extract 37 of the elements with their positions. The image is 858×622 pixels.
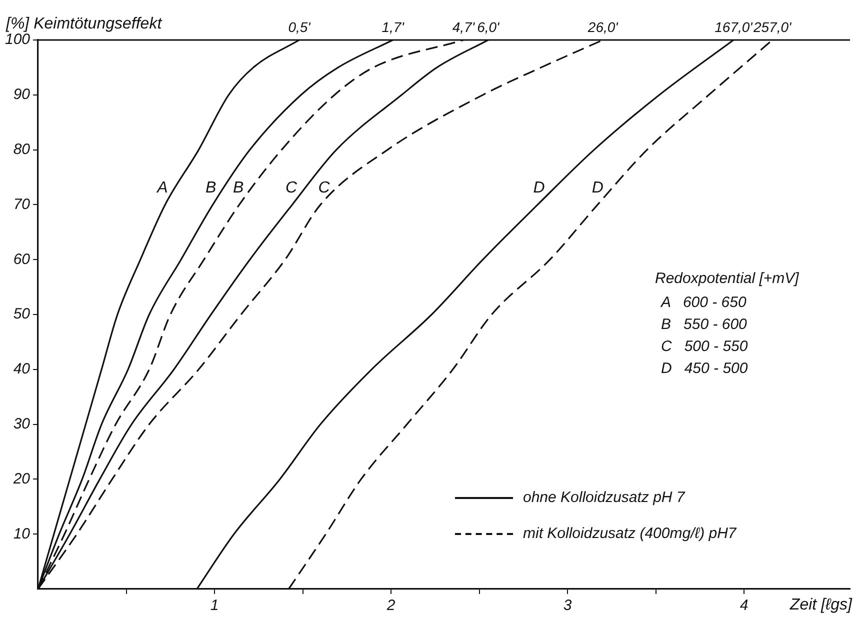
series-label: C [318, 180, 330, 197]
annotation: D 450 - 500 [660, 359, 749, 379]
annotation: C 500 - 550 [660, 337, 749, 357]
x-tick-label: 4 [740, 597, 748, 614]
series-label: B [233, 180, 244, 197]
y-tick-label: 50 [13, 306, 31, 323]
series-label: B [206, 180, 217, 197]
annotation: mit Kolloidzusatz (400mg/ℓ) pH7 [522, 524, 736, 544]
x-tick-label: 1 [210, 597, 219, 614]
y-tick-label: 40 [13, 360, 31, 378]
y-tick-label: 80 [13, 140, 31, 158]
x-tick-label: 2 [386, 597, 396, 614]
series-label: A [156, 180, 168, 197]
annotation: 6,0' [477, 18, 501, 35]
y-tick-label: 60 [13, 250, 31, 268]
y-tick-label: 30 [13, 415, 31, 432]
series-label: D [533, 180, 546, 197]
y-tick-label: 20 [12, 470, 31, 488]
x-tick-label: 3 [563, 597, 572, 614]
annotation: ohne Kolloidzusatz pH 7 [522, 488, 686, 508]
y-tick-label: 100 [4, 31, 31, 48]
annotation: 257,0' [752, 18, 793, 35]
x-axis-title: Zeit [ℓgs] [788, 596, 853, 614]
annotation: B 550 - 600 [660, 315, 748, 335]
annotation: 167,0' [714, 18, 754, 35]
annotation: 26,0' [586, 18, 620, 35]
y-tick-label: 90 [13, 86, 31, 104]
annotation: A 600 - 650 [659, 293, 748, 313]
y-tick-label: 70 [13, 196, 31, 213]
series-label: C [285, 180, 298, 197]
series-label: D [592, 180, 604, 197]
y-tick-label: 10 [13, 525, 31, 542]
annotation: 1,7' [382, 18, 406, 35]
annotation: 4,7' [452, 18, 476, 35]
annotation: 0,5' [288, 18, 312, 35]
y-axis-title: [%] Keimtötungseffekt [5, 15, 162, 32]
legend-title: Redoxpotential [+mV] [655, 269, 799, 289]
